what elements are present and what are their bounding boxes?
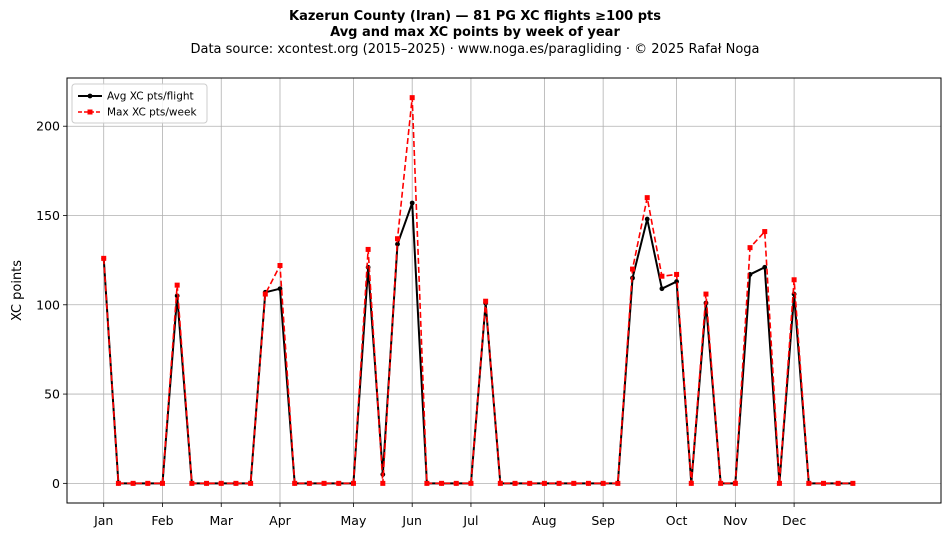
legend-label: Max XC pts/week: [107, 107, 197, 119]
y-tick-label: 150: [36, 208, 60, 223]
data-point-square: [776, 480, 782, 486]
data-point-square: [585, 480, 591, 486]
data-point-square: [644, 195, 650, 201]
y-axis-label: XC points: [10, 260, 25, 321]
axis-ticks: 0 50 100 150 200 Jan Feb Mar Apr May Jun Jul Aug Sep O…: [36, 119, 806, 528]
x-tick-label-sep: Sep: [591, 513, 615, 528]
y-tick-label: 100: [36, 297, 60, 312]
series-max: [101, 95, 856, 486]
data-point-square: [556, 480, 562, 486]
data-point-square: [762, 229, 768, 235]
legend-marker-square: [87, 109, 93, 115]
data-point-square: [806, 480, 812, 486]
data-point-circle: [395, 241, 400, 247]
x-tick-label-nov: Nov: [723, 513, 748, 528]
data-point-square: [174, 282, 180, 288]
data-point-square: [659, 273, 665, 279]
series-layer: [101, 95, 856, 486]
data-point-square: [130, 480, 136, 486]
chart-titles: Kazerun County (Iran) — 81 PG XC flights…: [0, 9, 950, 59]
x-tick-label-feb: Feb: [151, 513, 173, 528]
plot-frame: [66, 77, 942, 504]
grid-lines: [67, 78, 941, 503]
data-point-square: [791, 277, 797, 283]
data-point-square: [277, 263, 283, 268]
x-tick-label-may: May: [341, 513, 367, 528]
data-point-circle: [644, 216, 650, 222]
chart-subtitle: Data source: xcontest.org (2015–2025) · …: [190, 42, 760, 57]
data-point-square: [336, 480, 342, 486]
data-point-square: [453, 480, 459, 486]
data-point-square: [218, 480, 224, 486]
data-point-square: [409, 95, 415, 101]
data-point-square: [395, 236, 401, 242]
data-point-square: [571, 480, 577, 486]
data-point-circle: [659, 286, 665, 292]
data-point-square: [350, 480, 356, 486]
data-point-square: [365, 246, 371, 252]
x-tick-label-dec: Dec: [782, 513, 806, 528]
x-tick-label-jul: Jul: [462, 513, 478, 528]
data-point-circle: [762, 264, 768, 270]
data-point-square: [380, 480, 386, 486]
data-point-square: [101, 255, 107, 261]
data-point-square: [248, 480, 254, 486]
data-point-square: [262, 291, 268, 297]
legend-marker-circle: [87, 93, 93, 99]
chart-title: Kazerun County (Iran) — 81 PG XC flights…: [289, 9, 661, 24]
data-point-square: [718, 480, 724, 486]
data-point-circle: [409, 200, 415, 206]
y-tick-label: 50: [44, 387, 60, 402]
x-tick-label-oct: Oct: [666, 513, 688, 528]
data-point-square: [732, 480, 738, 486]
data-point-square: [615, 480, 621, 486]
data-point-square: [850, 480, 856, 486]
data-point-square: [189, 480, 195, 486]
series-line: [102, 202, 853, 485]
x-tick-label-apr: Apr: [269, 513, 291, 528]
x-tick-label-aug: Aug: [532, 513, 556, 528]
data-point-square: [674, 271, 680, 277]
data-point-square: [145, 480, 151, 486]
data-point-square: [204, 480, 210, 486]
data-point-square: [306, 480, 312, 486]
data-point-square: [835, 480, 841, 486]
chart-title-line-2: Avg and max XC points by week of year: [330, 25, 620, 40]
x-tick-label-mar: Mar: [209, 513, 233, 528]
data-point-square: [497, 480, 503, 486]
data-point-square: [439, 480, 445, 486]
data-point-square: [688, 480, 694, 486]
data-point-square: [233, 480, 239, 486]
data-point-square: [292, 480, 298, 486]
legend-label: Avg XC pts/flight: [107, 91, 194, 103]
data-point-square: [321, 480, 327, 486]
data-point-square: [512, 480, 518, 486]
data-point-square: [747, 245, 753, 251]
data-point-square: [630, 266, 636, 272]
legend-box: [71, 83, 208, 124]
y-tick-label: 0: [52, 476, 60, 491]
data-point-square: [159, 480, 165, 486]
legend: Avg XC pts/flight Max XC pts/week: [71, 83, 208, 124]
data-point-square: [424, 480, 430, 486]
data-point-square: [483, 298, 489, 304]
data-point-square: [115, 480, 121, 486]
series-avg: [101, 200, 856, 486]
data-point-square: [703, 291, 709, 297]
data-point-square: [541, 480, 547, 486]
x-tick-label-jun: Jun: [401, 513, 422, 528]
data-point-square: [527, 480, 533, 486]
series-line: [102, 96, 853, 485]
x-tick-label-jan: Jan: [93, 513, 113, 528]
data-point-square: [820, 480, 826, 486]
data-point-square: [600, 480, 606, 486]
data-point-square: [468, 480, 474, 486]
y-tick-label: 200: [36, 119, 60, 134]
